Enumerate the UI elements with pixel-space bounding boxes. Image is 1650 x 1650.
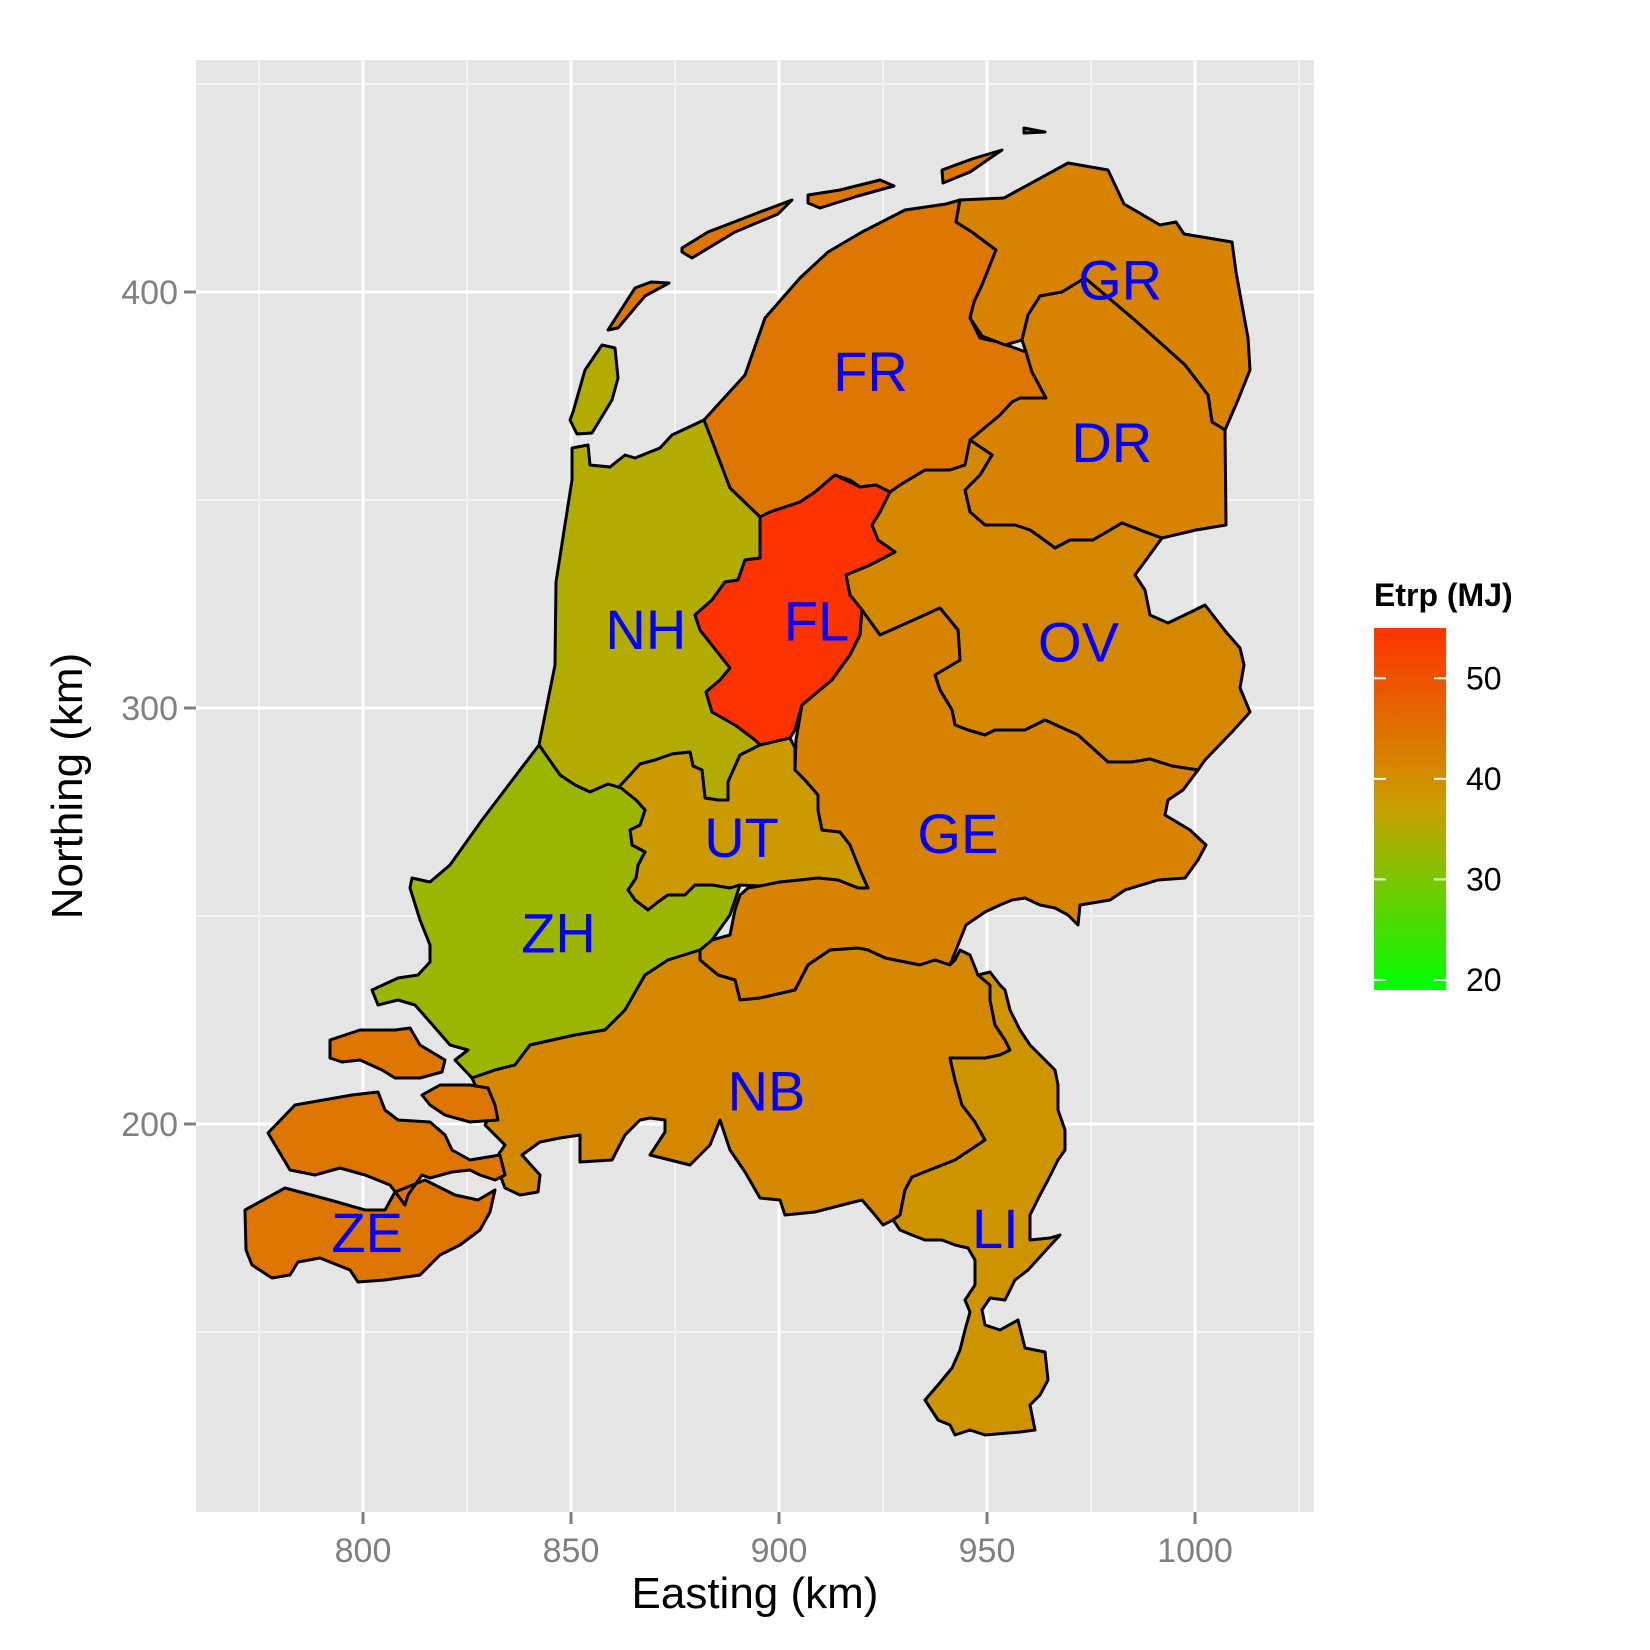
province-label-ze: ZE (331, 1201, 403, 1264)
x-axis-title: Easting (km) (632, 1569, 879, 1618)
province-label-fr: FR (833, 340, 908, 403)
legend-title: Etrp (MJ) (1374, 577, 1513, 613)
province-ge (698, 606, 1208, 1002)
legend-tick-label: 20 (1466, 962, 1502, 998)
x-tick-label: 1000 (1157, 1532, 1233, 1570)
x-tick-label: 850 (543, 1532, 600, 1570)
y-tick-label: 400 (121, 274, 178, 312)
province-label-ut: UT (704, 806, 779, 869)
province-polygons (243, 126, 1252, 1437)
y-tick-label: 300 (121, 690, 178, 728)
legend: Etrp (MJ) 20 30 40 50 (1374, 577, 1513, 998)
island-ameland (806, 178, 896, 210)
y-axis-title: Northing (km) (43, 653, 92, 920)
province-label-nb: NB (728, 1060, 806, 1123)
province-label-fl: FL (784, 590, 849, 653)
island-schiermonnikoog (1022, 126, 1047, 135)
island-texel (568, 343, 620, 436)
y-axis: 200 300 400 (121, 274, 196, 1144)
province-label-li: LI (972, 1197, 1019, 1260)
province-li (891, 970, 1067, 1437)
legend-tick-label: 40 (1466, 761, 1502, 797)
province-ze (243, 1026, 507, 1284)
x-axis: 800 850 900 950 1000 (335, 1512, 1233, 1570)
island-small-north (606, 280, 671, 332)
province-labels: GR FR DR NH FL OV UT GE ZH NB ZE LI (331, 249, 1162, 1265)
legend-tick-label: 30 (1466, 861, 1502, 897)
y-tick-label: 200 (121, 1106, 178, 1144)
legend-ticks: 20 30 40 50 (1374, 660, 1502, 998)
province-label-nh: NH (605, 598, 686, 661)
x-tick-label: 900 (751, 1532, 808, 1570)
legend-tick-label: 50 (1466, 660, 1502, 696)
province-label-gr: GR (1078, 249, 1162, 312)
island-vlieland (680, 198, 794, 260)
x-tick-label: 800 (335, 1532, 392, 1570)
province-label-zh: ZH (521, 902, 596, 965)
province-label-dr: DR (1071, 411, 1152, 474)
province-label-ov: OV (1038, 610, 1120, 673)
legend-colorbar (1374, 628, 1446, 990)
island-terschelling (940, 148, 1004, 185)
x-tick-label: 950 (959, 1532, 1016, 1570)
province-label-ge: GE (917, 802, 998, 865)
